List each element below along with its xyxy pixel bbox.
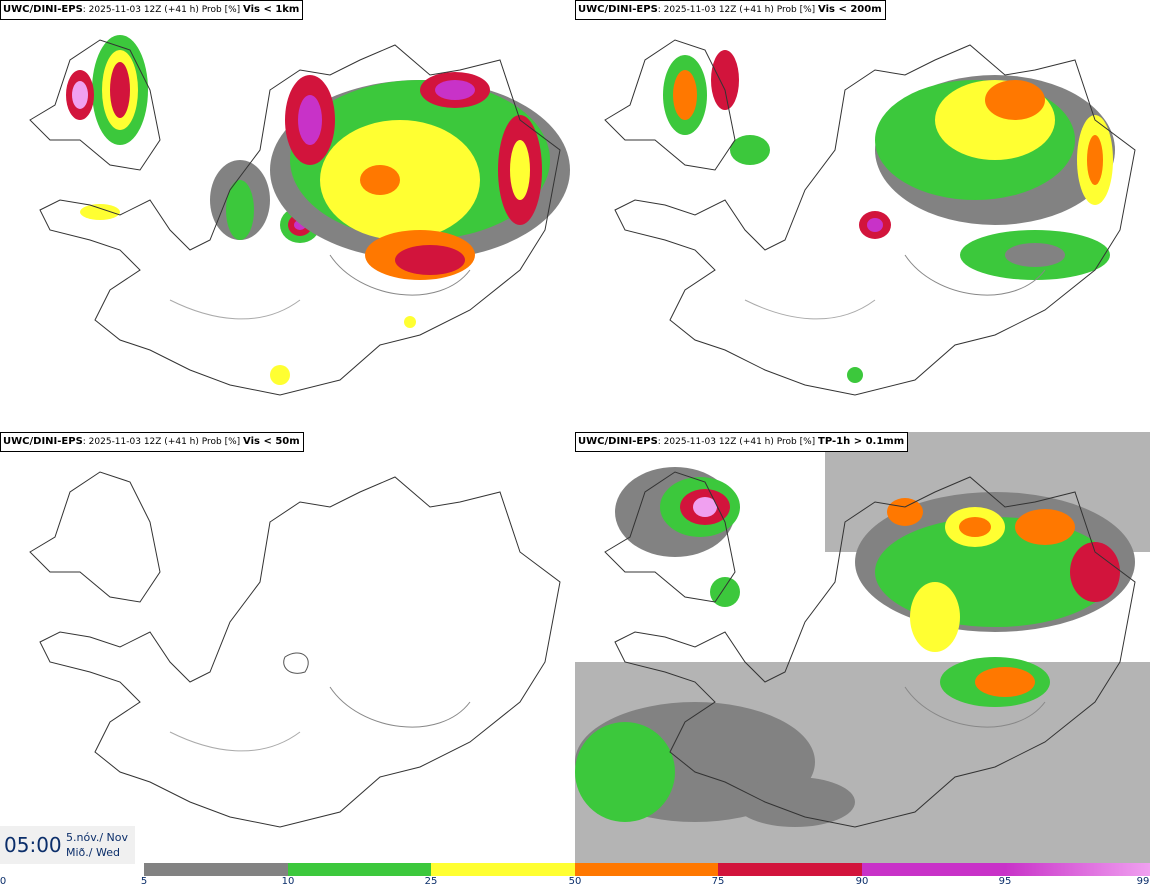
colorbar-segment [144, 863, 288, 876]
map-canvas [29, 35, 570, 396]
colorbar-tick-label: 95 [998, 876, 1012, 887]
map-canvas [575, 432, 1150, 864]
map-canvas [604, 39, 1136, 396]
colorbar-segment [431, 863, 575, 876]
probability-blobs [66, 35, 570, 385]
coastline [604, 471, 1136, 828]
colorbar-tick-label: 50 [568, 876, 582, 887]
colorbar-segment [862, 863, 1005, 876]
probability-blobs [663, 50, 1115, 383]
colorbar: 0 5 10 25 50 75 90 95 99 [0, 862, 1150, 891]
colorbar-segment [288, 863, 431, 876]
valid-date-line1: 5.nóv./ Nov [66, 831, 129, 844]
panel-title: UWC/DINI-EPS: 2025-11-03 12Z (+41 h) Pro… [575, 0, 886, 20]
panel-title: UWC/DINI-EPS: 2025-11-03 12Z (+41 h) Pro… [0, 0, 304, 20]
colorbar-tick-label: 5 [140, 876, 148, 887]
map-panel-vis-50m: UWC/DINI-EPS: 2025-11-03 12Z (+41 h) Pro… [0, 432, 575, 864]
colorbar-tick-label: 25 [424, 876, 438, 887]
map-panel-vis-1km: UWC/DINI-EPS: 2025-11-03 12Z (+41 h) Pro… [0, 0, 575, 432]
colorbar-tick-label: 99 [1136, 876, 1150, 887]
panel-title: UWC/DINI-EPS: 2025-11-03 12Z (+41 h) Pro… [575, 432, 909, 452]
probability-blobs [575, 432, 1150, 864]
colorbar-tick-label: 75 [711, 876, 725, 887]
colorbar-segment [718, 863, 862, 876]
coastline [604, 39, 1136, 396]
coastline [29, 471, 561, 828]
panel-title: UWC/DINI-EPS: 2025-11-03 12Z (+41 h) Pro… [0, 432, 304, 452]
colorbar-segment [1005, 863, 1150, 876]
colorbar-tick-label: 10 [281, 876, 295, 887]
map-canvas [29, 471, 561, 828]
map-panel-vis-200m: UWC/DINI-EPS: 2025-11-03 12Z (+41 h) Pro… [575, 0, 1150, 432]
colorbar-segment [575, 863, 718, 876]
colorbar-tick-label: 0 [0, 876, 7, 887]
colorbar-tick-label: 90 [855, 876, 869, 887]
map-panel-precip: UWC/DINI-EPS: 2025-11-03 12Z (+41 h) Pro… [575, 432, 1150, 864]
valid-time: 05:00 [4, 833, 62, 857]
valid-date-line2: Mið./ Wed [66, 846, 120, 859]
valid-time-box: 05:00 5.nóv./ Nov Mið./ Wed [0, 826, 135, 864]
coastline [29, 39, 561, 396]
